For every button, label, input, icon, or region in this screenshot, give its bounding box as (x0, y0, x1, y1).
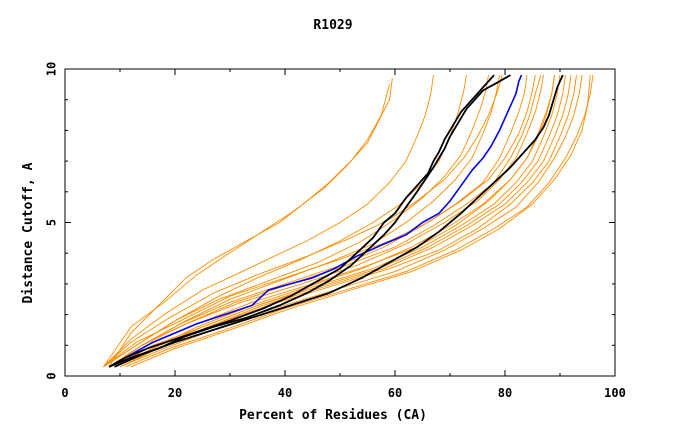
x-tick-label: 100 (604, 386, 626, 400)
series-line-orange-16 (114, 75, 566, 368)
chart-title: R1029 (313, 18, 352, 33)
series-line-black-21 (108, 74, 495, 368)
y-tick-label: 10 (45, 62, 59, 76)
series-line-orange-0 (103, 78, 393, 368)
series-line-black-23 (114, 74, 564, 368)
series-line-orange-12 (119, 75, 572, 368)
series-line-orange-15 (108, 75, 544, 368)
series-line-orange-11 (108, 75, 555, 368)
series-line-orange-2 (103, 75, 434, 368)
series-line-orange-17 (114, 75, 577, 368)
series-line-blue-20 (114, 74, 523, 365)
x-tick-label: 80 (498, 386, 512, 400)
tick-layer: 0 20 40 60 80 100 0 5 10 (45, 62, 626, 400)
series-line-orange-6 (103, 74, 503, 368)
series-line-orange-19 (130, 75, 591, 368)
series-line-orange-1 (108, 84, 390, 368)
y-axis-label: Distance Cutoff, A (21, 162, 36, 303)
series-line-orange-8 (108, 74, 542, 368)
x-tick-label: 0 (61, 386, 68, 400)
x-tick-label: 40 (278, 386, 292, 400)
series-line-orange-13 (119, 75, 583, 368)
x-tick-label: 60 (388, 386, 402, 400)
series-line-orange-9 (114, 75, 555, 368)
series-line-black-22 (108, 74, 511, 368)
series-line-orange-18 (103, 75, 536, 368)
series-line-orange-5 (108, 75, 500, 368)
x-axis-label: Percent of Residues (CA) (239, 408, 427, 423)
series-layer (103, 74, 594, 368)
series-line-orange-14 (125, 75, 594, 368)
series-line-orange-4 (103, 75, 489, 368)
series-line-orange-3 (103, 75, 467, 368)
y-tick-label: 0 (45, 372, 59, 379)
y-tick-label: 5 (45, 219, 59, 226)
x-tick-label: 20 (168, 386, 182, 400)
